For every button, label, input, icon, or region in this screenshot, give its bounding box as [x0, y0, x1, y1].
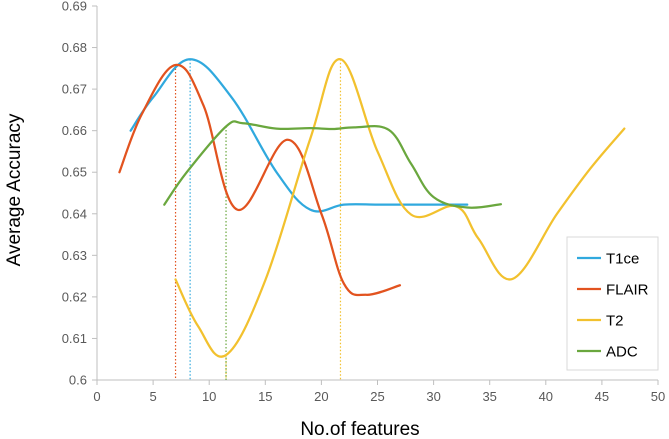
- x-tick-label: 10: [202, 389, 216, 404]
- reference-lines: [174, 59, 342, 380]
- x-tick-label: 50: [651, 389, 665, 404]
- y-tick-label: 0.6: [69, 373, 87, 388]
- legend-label-t2: T2: [606, 313, 624, 330]
- y-tick-label: 0.64: [62, 206, 87, 221]
- x-tick-label: 25: [370, 389, 384, 404]
- x-tick-label: 35: [482, 389, 496, 404]
- x-axis-title: No.of features: [300, 419, 419, 439]
- x-tick-label: 40: [539, 389, 553, 404]
- series-line-flair: [118, 63, 402, 297]
- y-tick-label: 0.65: [62, 165, 87, 180]
- y-tick-label: 0.62: [62, 289, 87, 304]
- y-tick-label: 0.66: [62, 123, 87, 138]
- series-line-t1ce: [129, 58, 469, 213]
- x-axis-ticks: 0 5 10 15 20 25 30 35 40 45 50: [93, 380, 665, 404]
- y-tick-label: 0.63: [62, 248, 87, 263]
- x-tick-label: 45: [595, 389, 609, 404]
- x-tick-label: 30: [426, 389, 440, 404]
- y-tick-label: 0.67: [62, 82, 87, 97]
- y-tick-label: 0.61: [62, 331, 87, 346]
- y-axis-title: Average Accuracy: [4, 113, 25, 266]
- plot-area: 0.60.610.620.630.640.650.660.670.680.69 …: [62, 0, 666, 404]
- legend-box: [566, 236, 659, 371]
- legend-label-t1ce: T1ce: [606, 251, 639, 268]
- y-axis-ticks: 0.6 0.61 0.62 0.63 0.64 0.65 0.66 0.67 0.68 0.69: [62, 0, 97, 388]
- series-line-t2: [174, 58, 626, 358]
- x-tick-label: 15: [258, 389, 272, 404]
- x-tick-label: 0: [93, 389, 100, 404]
- x-tick-label: 5: [149, 389, 156, 404]
- legend-label-flair: FLAIR: [606, 282, 649, 299]
- y-tick-label: 0.69: [62, 0, 87, 14]
- legend: T1ce FLAIR T2 ADC: [566, 236, 659, 371]
- series-lines: [118, 58, 626, 358]
- legend-label-adc: ADC: [606, 344, 638, 361]
- series-line-adc: [163, 120, 503, 209]
- x-tick-label: 20: [314, 389, 328, 404]
- y-tick-label: 0.68: [62, 40, 87, 55]
